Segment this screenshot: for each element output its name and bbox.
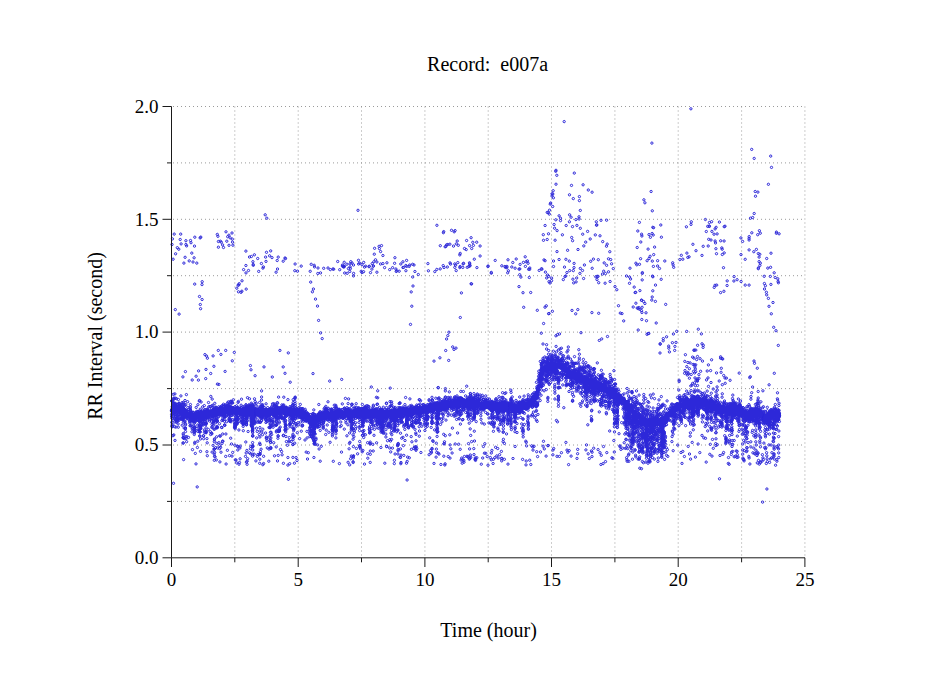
svg-text:RR Interval (second): RR Interval (second)	[84, 252, 107, 420]
svg-text:25: 25	[795, 569, 814, 590]
svg-text:2.0: 2.0	[135, 96, 159, 117]
svg-text:10: 10	[415, 569, 434, 590]
svg-text:Time (hour): Time (hour)	[440, 619, 536, 642]
svg-text:1.5: 1.5	[135, 209, 159, 230]
svg-text:0: 0	[167, 569, 177, 590]
svg-text:Record: e007a: Record: e007a	[427, 53, 548, 75]
svg-text:0.5: 0.5	[135, 434, 159, 455]
svg-text:5: 5	[293, 569, 303, 590]
svg-text:1.0: 1.0	[135, 321, 159, 342]
svg-text:15: 15	[542, 569, 561, 590]
svg-text:20: 20	[669, 569, 688, 590]
svg-text:0.0: 0.0	[135, 547, 159, 568]
